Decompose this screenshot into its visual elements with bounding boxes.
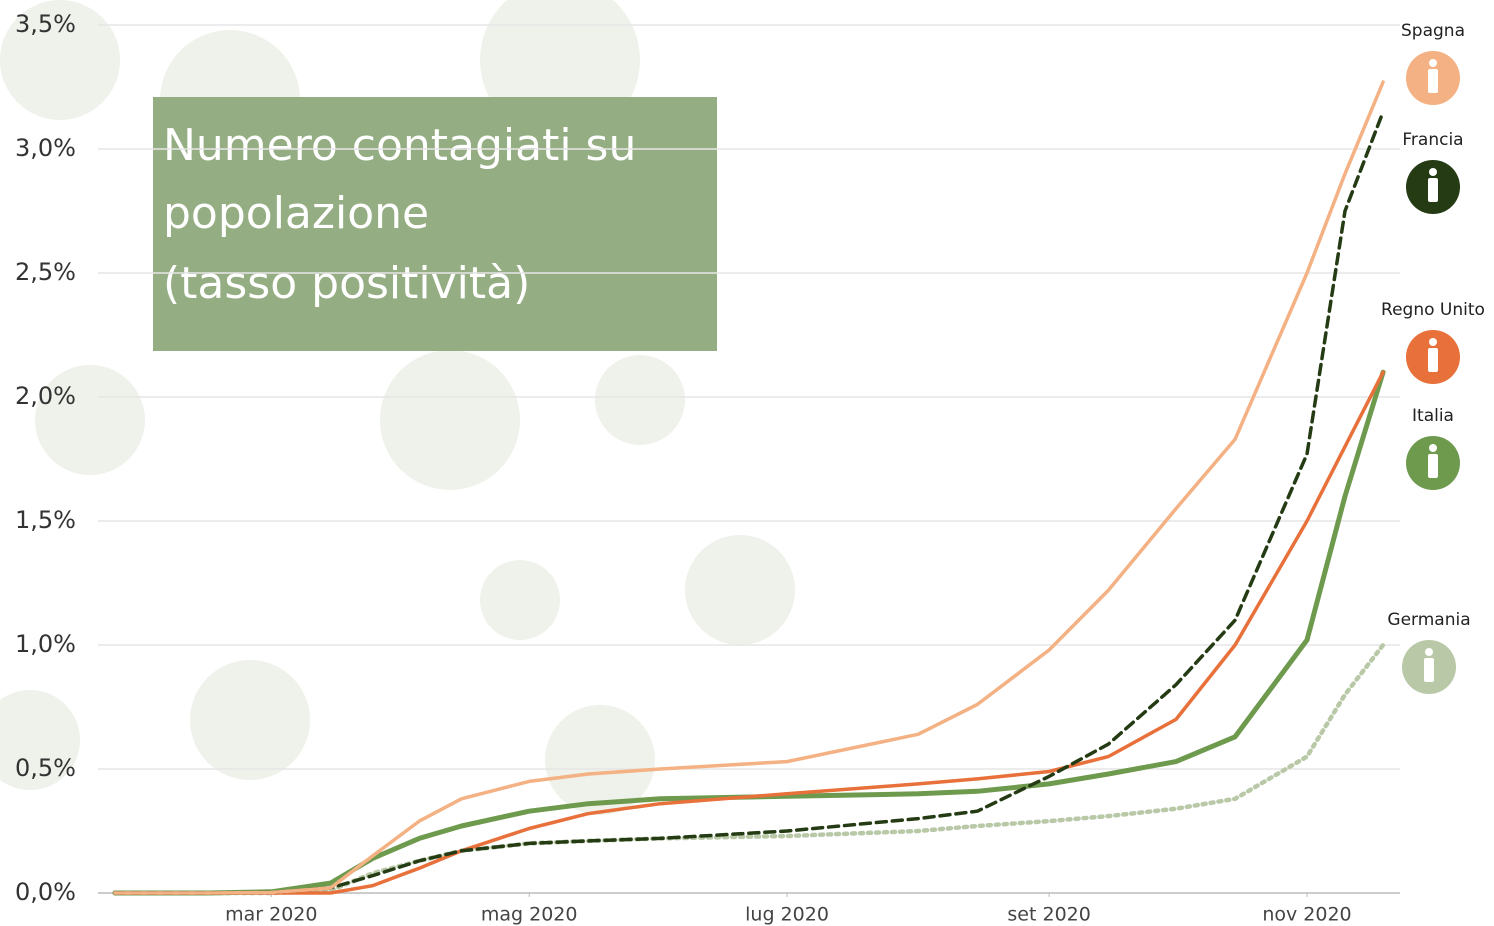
legend-item: Spagna bbox=[1401, 21, 1465, 105]
series-line bbox=[113, 370, 1385, 895]
series-line bbox=[112, 642, 1386, 896]
series-line bbox=[113, 80, 1385, 895]
legend-item: Italia bbox=[1406, 406, 1460, 490]
legend-label: Germania bbox=[1387, 610, 1470, 630]
legend-label: Italia bbox=[1412, 406, 1454, 426]
series-line bbox=[113, 110, 1385, 895]
legend-icon bbox=[1429, 338, 1437, 346]
legend-icon bbox=[1428, 69, 1438, 93]
x-tick-label: nov 2020 bbox=[1262, 904, 1351, 926]
y-tick-label: 2,5% bbox=[15, 258, 76, 286]
x-tick-label: mag 2020 bbox=[481, 904, 578, 926]
chart-title: (tasso positività) bbox=[163, 258, 530, 309]
legend-item: Francia bbox=[1402, 130, 1464, 214]
legend-icon bbox=[1425, 648, 1433, 656]
legend-icon bbox=[1428, 178, 1438, 202]
title-box bbox=[153, 97, 717, 351]
legend-label: Francia bbox=[1402, 130, 1463, 150]
x-tick-label: set 2020 bbox=[1007, 904, 1090, 926]
legend-icon bbox=[1428, 348, 1438, 372]
y-tick-label: 0,0% bbox=[15, 878, 76, 906]
y-tick-label: 3,0% bbox=[15, 134, 76, 162]
legend-icon bbox=[1429, 444, 1437, 452]
chart-title: popolazione bbox=[163, 188, 429, 239]
y-tick-label: 0,5% bbox=[15, 754, 76, 782]
legend-item: Regno Unito bbox=[1381, 300, 1485, 384]
y-tick-label: 1,0% bbox=[15, 630, 76, 658]
y-tick-label: 3,5% bbox=[15, 10, 76, 38]
legend-item: Germania bbox=[1387, 610, 1471, 694]
chart-title: Numero contagiati su bbox=[163, 120, 636, 171]
legend-label: Regno Unito bbox=[1381, 300, 1485, 320]
legend-icon bbox=[1429, 168, 1437, 176]
legend-icon bbox=[1424, 658, 1434, 682]
legend-label: Spagna bbox=[1401, 21, 1465, 41]
legend-icon bbox=[1429, 59, 1437, 67]
x-tick-label: lug 2020 bbox=[745, 904, 829, 926]
y-tick-label: 2,0% bbox=[15, 382, 76, 410]
y-tick-label: 1,5% bbox=[15, 506, 76, 534]
legend-icon bbox=[1428, 454, 1438, 478]
x-tick-label: mar 2020 bbox=[225, 904, 317, 926]
